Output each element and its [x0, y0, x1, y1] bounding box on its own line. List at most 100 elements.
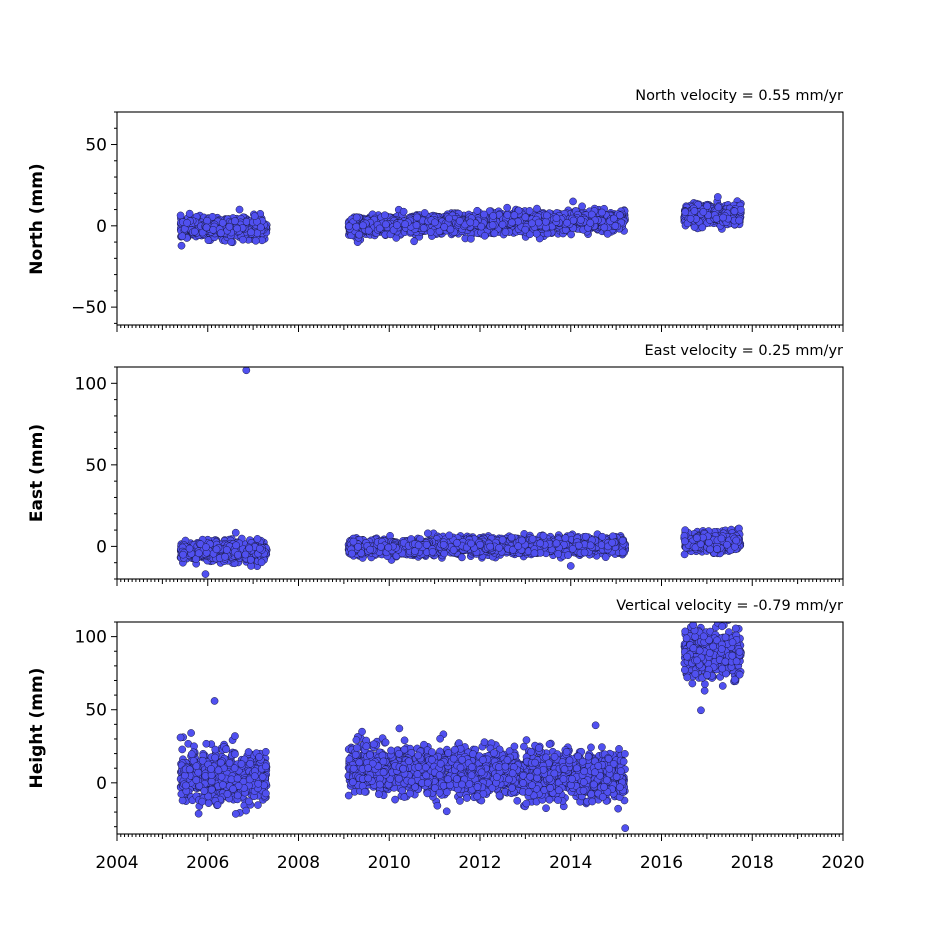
north-data-point	[521, 213, 530, 222]
north-data-point	[508, 218, 516, 227]
north-data-point	[190, 227, 199, 236]
north-data-point	[393, 221, 401, 230]
north-data-point	[737, 205, 745, 214]
north-data-point	[541, 217, 550, 226]
north-data-point	[501, 228, 510, 236]
north-data-point	[176, 211, 185, 220]
north-data-point	[251, 236, 260, 245]
north-data-point	[503, 211, 512, 219]
north-y-axis-label: North (mm)	[27, 163, 47, 274]
north-outlier-point	[578, 202, 586, 211]
east-velocity-title: East velocity = 0.25 mm/yr	[644, 343, 843, 359]
north-data-point	[533, 204, 541, 213]
north-data-point	[521, 225, 530, 234]
north-data-point	[242, 217, 251, 226]
east-points	[176, 367, 745, 578]
north-data-point	[719, 213, 727, 222]
east-data-point	[231, 528, 240, 537]
north-data-point	[355, 230, 363, 239]
north-data-point	[563, 218, 571, 227]
north-data-point	[703, 202, 712, 210]
north-data-point	[609, 214, 618, 223]
north-panel: North velocity = 0.55 mm/yr North (mm) −…	[27, 88, 844, 332]
north-data-point	[177, 241, 186, 250]
east-data-point	[257, 558, 266, 567]
north-data-point	[603, 230, 612, 238]
north-data-point	[489, 212, 498, 220]
north-data-point	[730, 207, 739, 216]
north-outlier-point	[698, 223, 707, 232]
north-data-point	[569, 216, 578, 225]
north-data-point	[587, 210, 596, 219]
east-data-point	[253, 535, 262, 543]
east-panel: East velocity = 0.25 mm/yr East (mm) 050…	[27, 343, 844, 586]
north-outlier-point	[467, 234, 475, 243]
east-data-point	[202, 543, 210, 552]
north-data-point	[699, 208, 708, 216]
north-data-point	[381, 220, 390, 229]
north-data-point	[410, 237, 418, 246]
north-data-point	[600, 223, 609, 232]
north-data-point	[352, 222, 361, 231]
north-data-point	[528, 219, 536, 228]
east-data-point	[221, 552, 229, 561]
north-data-point	[690, 207, 699, 215]
north-data-point	[681, 208, 690, 216]
north-points	[176, 193, 745, 250]
north-data-point	[532, 229, 541, 238]
north-data-point	[552, 214, 561, 223]
north-data-point	[455, 217, 464, 225]
east-data-point	[195, 549, 203, 558]
north-data-point	[426, 228, 435, 236]
north-data-point	[473, 206, 482, 215]
east-data-point	[212, 545, 221, 554]
east-data-point	[241, 550, 250, 559]
north-data-point	[480, 210, 488, 219]
north-data-point	[239, 235, 247, 244]
north-y-tick-label: 0	[96, 217, 107, 237]
north-data-point	[686, 214, 695, 223]
north-data-point	[490, 229, 499, 238]
east-data-point	[179, 550, 187, 559]
north-data-point	[381, 211, 389, 220]
north-data-point	[510, 211, 519, 220]
north-outlier-point	[235, 205, 244, 214]
east-data-point	[245, 544, 254, 553]
north-data-point	[227, 238, 236, 246]
north-data-point	[503, 203, 511, 212]
north-data-point	[233, 224, 241, 233]
north-data-point	[419, 224, 428, 233]
north-data-point	[525, 207, 534, 215]
north-data-point	[431, 218, 439, 227]
north-data-point	[498, 220, 507, 229]
north-data-point	[209, 225, 218, 234]
north-data-point	[480, 231, 489, 240]
north-data-point	[598, 208, 606, 217]
north-data-point	[352, 213, 361, 222]
north-data-point	[345, 222, 353, 231]
east-data-point	[246, 555, 255, 564]
north-data-point	[225, 222, 234, 231]
east-data-point	[222, 546, 231, 554]
north-data-point	[364, 226, 373, 235]
north-data-point	[488, 221, 497, 230]
north-data-point	[185, 209, 194, 218]
north-data-point	[399, 207, 408, 216]
north-data-point	[256, 223, 265, 232]
north-data-point	[542, 211, 551, 220]
north-data-point	[231, 217, 239, 225]
north-velocity-title: North velocity = 0.55 mm/yr	[635, 88, 843, 104]
east-data-point	[234, 551, 242, 559]
north-data-point	[178, 232, 187, 241]
north-data-point	[217, 229, 225, 237]
north-y-tick-label: 50	[85, 136, 107, 156]
east-data-point	[185, 544, 194, 553]
north-y-tick-label: −50	[71, 298, 107, 318]
north-data-point	[204, 236, 213, 245]
east-y-axis-label: East (mm)	[27, 424, 47, 522]
north-data-point	[401, 220, 409, 229]
north-data-point	[359, 221, 367, 230]
north-data-point	[477, 222, 486, 231]
